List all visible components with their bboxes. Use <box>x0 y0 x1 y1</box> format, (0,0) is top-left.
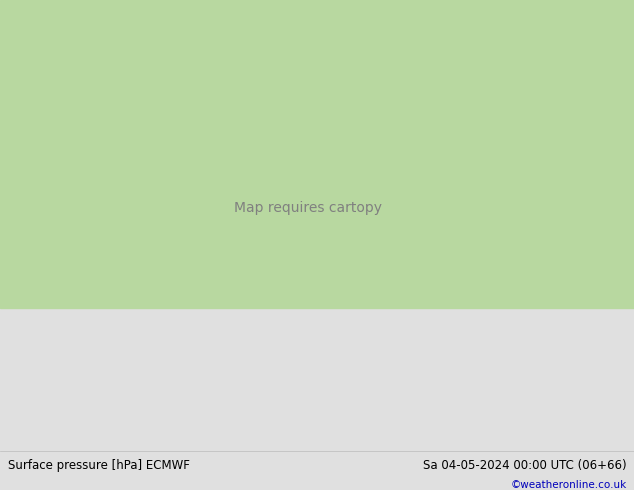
Text: Surface pressure [hPa] ECMWF: Surface pressure [hPa] ECMWF <box>8 459 190 471</box>
Text: Map requires cartopy: Map requires cartopy <box>234 201 382 215</box>
Text: ©weatheronline.co.uk: ©weatheronline.co.uk <box>510 480 626 490</box>
Text: Sa 04-05-2024 00:00 UTC (06+66): Sa 04-05-2024 00:00 UTC (06+66) <box>423 459 626 471</box>
Polygon shape <box>0 0 634 308</box>
